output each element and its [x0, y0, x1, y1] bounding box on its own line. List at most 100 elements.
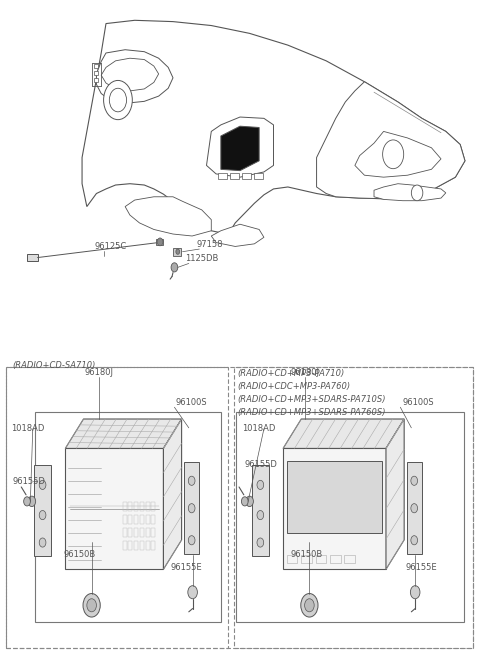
Bar: [35, 413, 221, 622]
Bar: [146, 528, 150, 536]
Polygon shape: [163, 419, 181, 569]
Bar: [252, 465, 269, 556]
Circle shape: [411, 476, 418, 485]
Text: 96155E: 96155E: [405, 563, 437, 572]
Polygon shape: [96, 50, 173, 103]
Bar: [134, 502, 138, 510]
Bar: [152, 502, 156, 510]
Bar: [140, 541, 144, 550]
Circle shape: [171, 263, 178, 272]
Bar: [134, 541, 138, 550]
Polygon shape: [82, 20, 465, 233]
Circle shape: [109, 88, 127, 112]
Circle shape: [188, 536, 195, 545]
Polygon shape: [283, 419, 404, 449]
Circle shape: [157, 238, 163, 246]
Bar: [152, 528, 156, 536]
Text: 1018AD: 1018AD: [11, 424, 45, 434]
Bar: [230, 173, 239, 179]
Circle shape: [176, 249, 180, 254]
Bar: [123, 541, 127, 550]
Text: 96180J: 96180J: [290, 367, 319, 377]
Text: 97158: 97158: [197, 240, 223, 249]
Circle shape: [39, 538, 46, 547]
Bar: [123, 515, 127, 523]
Circle shape: [39, 480, 46, 489]
Text: 96180J: 96180J: [84, 367, 113, 377]
Bar: [134, 515, 138, 523]
Bar: [184, 462, 199, 554]
Bar: [129, 502, 132, 510]
Polygon shape: [211, 224, 264, 246]
Bar: [301, 555, 312, 563]
Polygon shape: [65, 419, 181, 449]
Circle shape: [301, 593, 318, 617]
Bar: [287, 462, 382, 533]
Polygon shape: [101, 58, 158, 91]
Circle shape: [104, 81, 132, 120]
Bar: [140, 502, 144, 510]
Bar: [129, 528, 132, 536]
Bar: [129, 541, 132, 550]
Circle shape: [87, 599, 96, 612]
Bar: [123, 528, 127, 536]
Bar: [316, 555, 326, 563]
Text: 96100S: 96100S: [403, 398, 434, 407]
Text: 1018AD: 1018AD: [242, 424, 276, 434]
Text: 96150B: 96150B: [291, 550, 323, 559]
Polygon shape: [125, 196, 211, 236]
Circle shape: [411, 185, 423, 200]
Polygon shape: [317, 82, 465, 198]
Polygon shape: [355, 132, 441, 177]
Bar: [254, 173, 263, 179]
Bar: [27, 253, 37, 261]
Bar: [242, 173, 251, 179]
Circle shape: [257, 480, 264, 489]
Circle shape: [383, 140, 404, 169]
Bar: [34, 465, 51, 556]
Circle shape: [188, 476, 195, 485]
Circle shape: [410, 586, 420, 599]
Circle shape: [246, 496, 253, 506]
Circle shape: [188, 586, 197, 599]
Circle shape: [411, 536, 418, 545]
Text: 1125DB: 1125DB: [185, 254, 218, 263]
Text: 96155D: 96155D: [245, 460, 277, 469]
Circle shape: [188, 504, 195, 513]
Polygon shape: [221, 126, 259, 171]
Polygon shape: [386, 419, 404, 569]
Bar: [134, 528, 138, 536]
Bar: [236, 413, 465, 622]
Text: 96100S: 96100S: [175, 398, 207, 407]
Circle shape: [39, 510, 46, 519]
Text: (RADIO+CD+MP3+SDARS-PA710S): (RADIO+CD+MP3+SDARS-PA710S): [238, 395, 386, 404]
Bar: [283, 449, 386, 569]
Bar: [94, 71, 98, 75]
Bar: [152, 541, 156, 550]
Text: 96155D: 96155D: [12, 477, 46, 485]
Circle shape: [83, 593, 100, 617]
Bar: [94, 64, 98, 68]
Bar: [218, 173, 227, 179]
Text: (RADIO+CD+MP3-PA710): (RADIO+CD+MP3-PA710): [238, 369, 345, 378]
Bar: [140, 528, 144, 536]
Circle shape: [305, 599, 314, 612]
Circle shape: [241, 496, 248, 506]
Bar: [173, 248, 180, 255]
Bar: [94, 79, 98, 83]
Text: 96150B: 96150B: [63, 550, 96, 559]
Bar: [287, 555, 298, 563]
Bar: [65, 449, 163, 569]
Text: (RADIO+CD-SA710): (RADIO+CD-SA710): [12, 361, 96, 370]
Bar: [156, 238, 163, 245]
Polygon shape: [374, 183, 446, 200]
Circle shape: [257, 510, 264, 519]
Circle shape: [257, 538, 264, 547]
Bar: [407, 462, 422, 554]
Text: (RADIO+CDC+MP3-PA760): (RADIO+CDC+MP3-PA760): [238, 382, 351, 391]
Bar: [146, 541, 150, 550]
Circle shape: [28, 496, 36, 506]
Bar: [146, 502, 150, 510]
Bar: [152, 515, 156, 523]
Bar: [344, 555, 355, 563]
